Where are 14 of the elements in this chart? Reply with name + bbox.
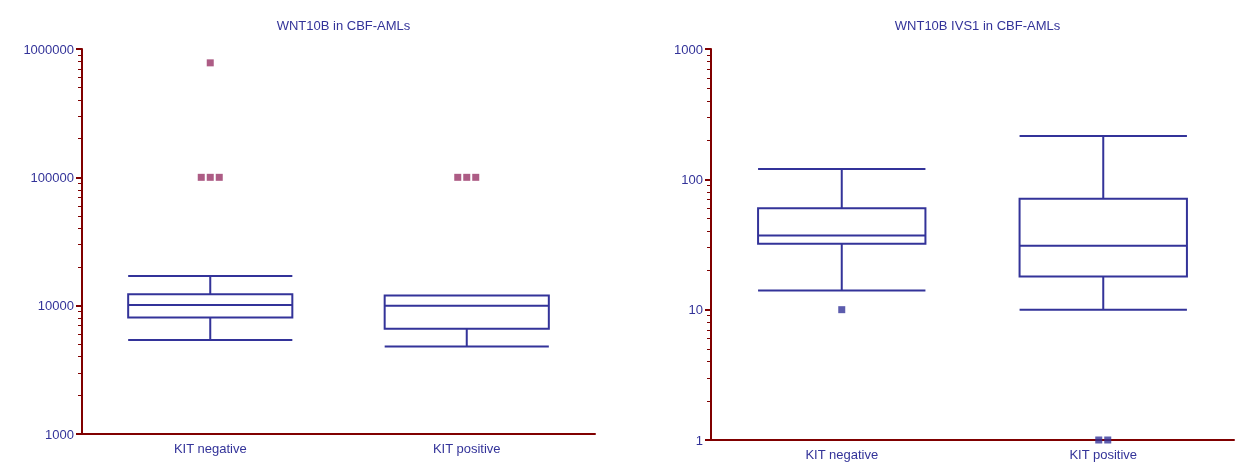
x-tick-label: KIT negative [173,441,247,456]
y-tick-label: 1000000 [23,41,74,57]
chart-title: WNT10B in CBF-AMLs [276,18,411,33]
y-tick-label: 1000 [674,41,703,57]
x-tick-label: KIT negative [805,447,879,462]
y-tick-label: 1000 [45,426,74,442]
x-tick-label: KIT positive [432,441,501,456]
y-tick-label: 100 [681,171,703,187]
y-tick-label: 10 [688,302,703,318]
y-tick-label: 1 [695,432,703,448]
y-tick-label: 100000 [30,169,74,185]
x-tick-label: KIT positive [1069,447,1138,462]
chart-title: WNT10B IVS1 in CBF-AMLs [894,18,1061,33]
y-tick-label: 10000 [37,298,74,314]
